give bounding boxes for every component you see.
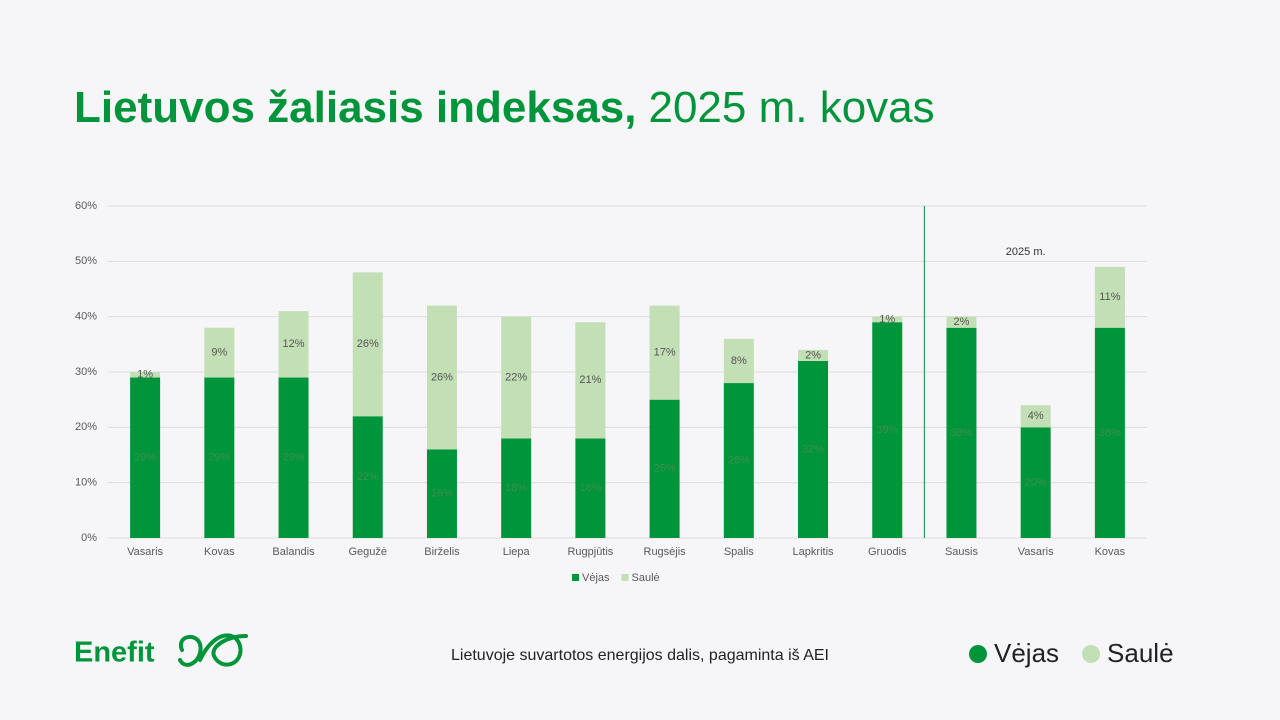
title-main: Lietuvos žaliasis indeksas,	[74, 83, 636, 132]
y-tick-label: 30%	[75, 366, 97, 378]
bar-segment	[723, 383, 754, 538]
bar-segment	[352, 416, 383, 538]
x-tick-label: Kovas	[1095, 546, 1126, 558]
value-label: 1%	[879, 313, 895, 325]
annotation: 2025 m.	[1006, 246, 1046, 258]
bar-segment	[426, 305, 457, 450]
value-label: 38%	[950, 427, 972, 439]
value-label: 20%	[1025, 477, 1047, 489]
x-tick-label: Kovas	[204, 546, 235, 558]
bar-segment	[946, 316, 977, 328]
y-tick-label: 10%	[75, 477, 97, 489]
bar-segment	[1094, 327, 1125, 538]
bar-segment	[723, 338, 754, 384]
legend-label-large: Saulė	[1107, 638, 1174, 668]
value-label: 11%	[1099, 291, 1120, 303]
legend-dot	[969, 645, 987, 663]
bar-segment	[872, 316, 903, 323]
x-tick-label: Birželis	[424, 546, 460, 558]
x-tick-label: Vasaris	[127, 546, 163, 558]
bar-segment	[278, 377, 309, 538]
footer-note: Lietuvoje suvartotos energijos dalis, pa…	[451, 647, 829, 664]
bar-segment	[798, 360, 829, 538]
x-tick-label: Lapkritis	[793, 546, 834, 558]
value-label: 22%	[505, 371, 527, 383]
bar-segment	[649, 305, 680, 400]
value-label: 29%	[208, 452, 230, 464]
value-label: 28%	[728, 454, 750, 466]
bar-segment	[1094, 266, 1125, 328]
bar-segment	[1020, 427, 1051, 538]
legend-label: Vėjas	[582, 572, 610, 584]
bar-segment	[204, 327, 235, 378]
value-label: 18%	[579, 482, 601, 494]
value-label: 25%	[654, 463, 676, 475]
value-label: 2%	[805, 349, 821, 361]
value-label: 17%	[654, 347, 676, 359]
value-label: 38%	[1099, 427, 1121, 439]
x-tick-label: Spalis	[724, 546, 754, 558]
y-tick-label: 40%	[75, 311, 97, 323]
value-label: 4%	[1028, 410, 1044, 422]
bar-segment	[130, 372, 161, 378]
value-label: 26%	[431, 371, 453, 383]
legend-dot	[1082, 645, 1101, 663]
bar-segment	[872, 322, 903, 538]
x-tick-label: Liepa	[503, 546, 531, 558]
logo-text: Enefit	[74, 637, 155, 669]
x-tick-label: Gegužė	[348, 546, 387, 558]
value-label: 18%	[505, 482, 527, 494]
logo-mark	[178, 633, 248, 667]
legend-swatch	[572, 574, 579, 581]
value-label: 8%	[731, 355, 747, 367]
y-tick-label: 50%	[75, 255, 97, 267]
bar-segment	[130, 377, 161, 538]
x-tick-label: Sausis	[945, 546, 979, 558]
title: Lietuvos žaliasis indeksas, 2025 m. kovas	[74, 83, 935, 132]
title-date: 2025 m. kovas	[648, 83, 934, 132]
x-tick-label: Vasaris	[1018, 546, 1054, 558]
value-label: 29%	[134, 452, 156, 464]
bar-segment	[501, 438, 532, 538]
legend-swatch	[621, 574, 629, 581]
y-tick-label: 0%	[81, 532, 97, 544]
bar-segment	[1020, 405, 1051, 428]
y-tick-label: 60%	[75, 200, 97, 212]
value-label: 12%	[283, 338, 305, 350]
bar-segment	[204, 377, 235, 538]
bar-segment	[501, 316, 532, 439]
legend-label-large: Vėjas	[994, 638, 1059, 668]
x-tick-label: Rugpjūtis	[567, 546, 613, 558]
value-label: 1%	[137, 369, 153, 381]
value-label: 29%	[283, 452, 305, 464]
value-label: 21%	[579, 374, 601, 386]
value-label: 32%	[802, 443, 824, 455]
bar-segment	[649, 399, 680, 538]
value-label: 26%	[357, 338, 379, 350]
x-tick-label: Rugsėjis	[644, 546, 687, 558]
value-label: 9%	[211, 347, 227, 359]
bar-segment	[575, 438, 606, 538]
value-label: 16%	[431, 488, 453, 500]
bar-segment	[426, 449, 457, 538]
value-label: 2%	[954, 316, 970, 328]
value-label: 22%	[357, 471, 379, 483]
bar-segment	[946, 327, 977, 538]
bar-segment	[575, 322, 606, 439]
value-label: 39%	[876, 424, 898, 436]
legend-label: Saulė	[632, 572, 660, 584]
x-tick-label: Balandis	[272, 546, 315, 558]
bar-segment	[278, 311, 309, 378]
y-tick-label: 20%	[75, 421, 97, 433]
bar-segment	[352, 272, 383, 417]
bar-segment	[798, 349, 829, 361]
x-tick-label: Gruodis	[868, 546, 907, 558]
